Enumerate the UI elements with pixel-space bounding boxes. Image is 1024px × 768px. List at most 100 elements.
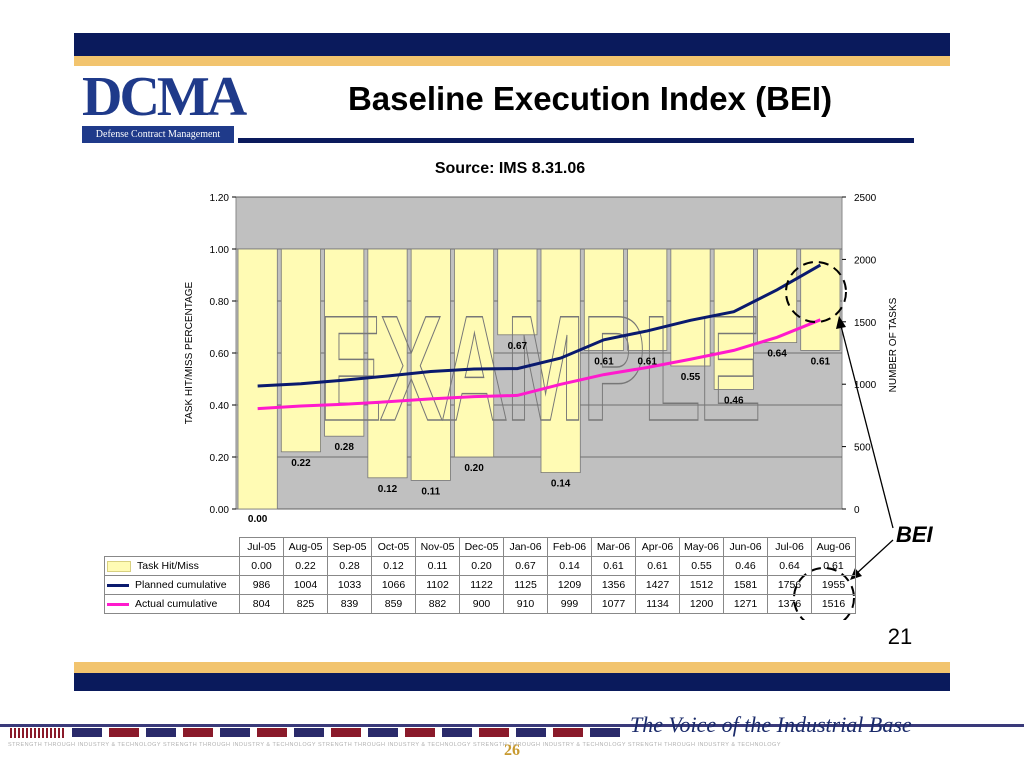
data-label: 0.55	[681, 372, 701, 383]
table-cell: 999	[547, 594, 592, 614]
bei-arrow-up	[840, 325, 894, 529]
data-label: 0.61	[594, 356, 614, 367]
table-row: Task Hit/Miss 0.00 0.22 0.28 0.12 0.11 0.20 0.6…	[104, 556, 856, 576]
footer-dash	[368, 728, 398, 737]
table-cell: 1122	[459, 575, 504, 595]
legend-swatch	[107, 602, 129, 606]
footer-tick	[50, 728, 52, 738]
top-navy-band	[74, 33, 950, 56]
data-label: 0.14	[551, 479, 571, 490]
legend-label: Actual cumulative	[135, 598, 218, 610]
table-cell: 0.11	[415, 556, 460, 576]
table-cell: 0.00	[239, 556, 284, 576]
footer-stripes	[0, 724, 1024, 768]
data-label: 0.00	[248, 514, 268, 525]
table-cell: 1134	[635, 594, 680, 614]
table-cell: 0.14	[547, 556, 592, 576]
footer-page-number: 26	[504, 742, 520, 759]
bar	[367, 248, 408, 479]
y-left-axis-label: TASK HIT/MISS PERCENTAGE	[184, 281, 195, 424]
footer-tick	[10, 728, 12, 738]
right-tick-label: 1500	[854, 318, 877, 329]
table-cell: 0.67	[503, 556, 548, 576]
bottom-gold-band	[74, 662, 950, 673]
right-tick-label: 2000	[854, 255, 877, 266]
table-cell: 0.61	[591, 556, 636, 576]
table-cell: 0.22	[283, 556, 328, 576]
bar	[237, 248, 278, 510]
table-header-row: Jul-05 Aug-05 Sep-05 Oct-05 Nov-05 Dec-05 Jan-…	[105, 537, 856, 557]
footer-tick	[22, 728, 24, 738]
table-column-header: Jul-05	[239, 537, 284, 557]
table-row-label: Planned cumulative	[104, 575, 240, 595]
footer-dash	[72, 728, 102, 737]
watermark-text: EXAMPLE	[319, 284, 759, 452]
footer-dash	[220, 728, 250, 737]
table-cell: 859	[371, 594, 416, 614]
table-cell: 1581	[723, 575, 768, 595]
bar	[280, 248, 321, 453]
footer-rule	[0, 724, 1024, 727]
table-cell: 0.28	[327, 556, 372, 576]
table-cell: 0.20	[459, 556, 504, 576]
data-label: 0.22	[291, 458, 311, 469]
table-cell: 882	[415, 594, 460, 614]
footer-tick	[46, 728, 48, 738]
table-cell: 986	[239, 575, 284, 595]
logo-text: DCMA	[82, 66, 247, 128]
table-cell: 1209	[547, 575, 592, 595]
bar	[583, 248, 624, 351]
bar	[670, 248, 711, 367]
footer-dash	[146, 728, 176, 737]
table-row: Actual cumulative 804 825 839 859 882 900 910 99…	[104, 594, 856, 614]
table-column-header: Oct-05	[371, 537, 416, 557]
table-cell: 1356	[591, 575, 636, 595]
table-column-header: Jun-06	[723, 537, 768, 557]
table-cell: 1512	[679, 575, 724, 595]
data-label: 0.46	[724, 395, 744, 406]
bar	[410, 248, 451, 481]
footer-dash	[516, 728, 546, 737]
table-cell: 0.61	[635, 556, 680, 576]
footer-tick	[18, 728, 20, 738]
table-column-header: Sep-05	[327, 537, 372, 557]
slide-number: 21	[887, 624, 913, 649]
footer-tick	[30, 728, 32, 738]
table-column-header: Jan-06	[503, 537, 548, 557]
table-column-header: Feb-06	[547, 537, 592, 557]
data-label: 0.28	[334, 442, 354, 453]
legend-label: Planned cumulative	[135, 579, 227, 591]
footer-dash	[109, 728, 139, 737]
footer-tick	[38, 728, 40, 738]
right-tick-label: 500	[854, 443, 871, 454]
data-label: 0.12	[378, 484, 398, 495]
table-row: Planned cumulative 986 1004 1033 1066 1102 112…	[104, 575, 856, 595]
bar	[713, 248, 754, 390]
top-gold-band	[74, 56, 950, 66]
footer-dash	[405, 728, 435, 737]
left-tick-label: 0.60	[210, 349, 230, 360]
table-cell: 1125	[503, 575, 548, 595]
data-label: 0.67	[508, 341, 528, 352]
table-row-label: Actual cumulative	[104, 594, 240, 614]
table-cell: 1102	[415, 575, 460, 595]
right-tick-label: 0	[854, 505, 860, 516]
table-column-header: May-06	[679, 537, 724, 557]
table-cell: 1033	[327, 575, 372, 595]
data-label: 0.61	[637, 356, 657, 367]
table-cell: 1066	[371, 575, 416, 595]
table-row-label: Task Hit/Miss	[104, 556, 240, 576]
footer-dash	[479, 728, 509, 737]
right-tick-label: 2500	[854, 193, 877, 204]
table-column-header: Jul-06	[767, 537, 812, 557]
table-column-header: Nov-05	[415, 537, 460, 557]
bei-circle-chart	[785, 261, 847, 323]
data-label: 0.61	[811, 356, 831, 367]
bar	[454, 248, 495, 458]
table-corner	[105, 538, 240, 557]
table-cell: 0.12	[371, 556, 416, 576]
chart-title: Source: IMS 8.31.06	[434, 160, 586, 177]
footer-tick	[54, 728, 56, 738]
bar	[497, 248, 538, 336]
legend-label: Task Hit/Miss	[137, 560, 199, 572]
